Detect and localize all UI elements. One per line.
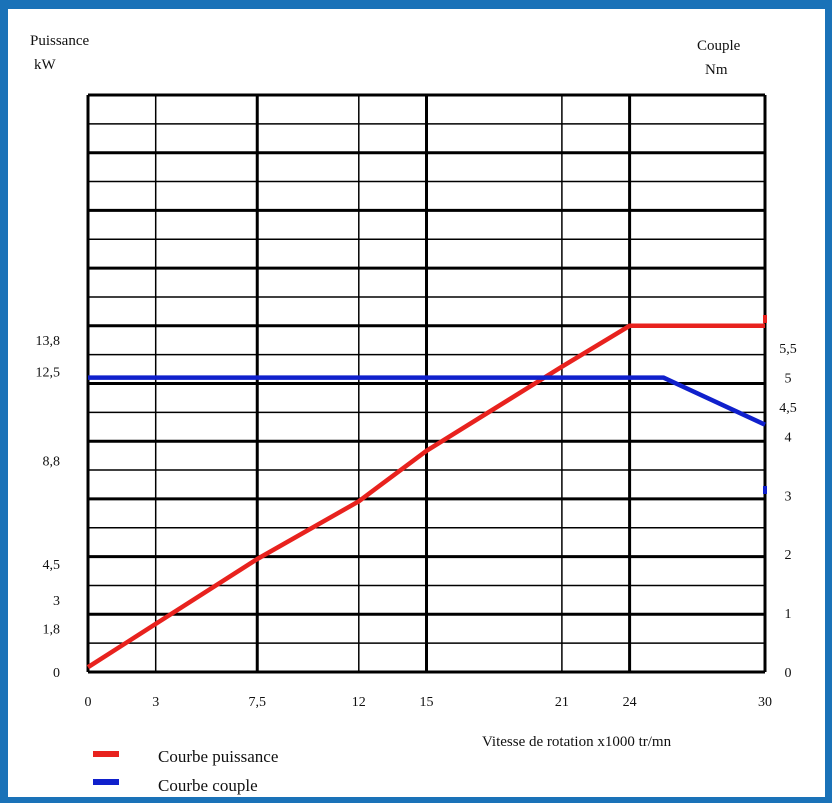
y-right-tick-label: 3 bbox=[785, 489, 792, 504]
y-left-tick-label: 12,5 bbox=[36, 365, 61, 380]
x-tick-label: 0 bbox=[85, 695, 92, 710]
series-line-couple bbox=[88, 375, 766, 427]
y-right-tick-label: 5 bbox=[785, 372, 792, 387]
right-edge-mark-red bbox=[763, 315, 767, 323]
y-left-tick-label: 4,5 bbox=[43, 558, 61, 573]
y-left-label-line2: kW bbox=[34, 57, 57, 73]
y-left-tick-label: 1,8 bbox=[43, 623, 61, 638]
legend-label-couple: Courbe couple bbox=[158, 776, 258, 795]
y-right-tick-label: 4 bbox=[785, 430, 792, 445]
grid bbox=[86, 93, 767, 674]
series-layer bbox=[86, 315, 767, 670]
tick-labels: 0 3 7,5 12 15 21 24 3001,834,58,812,513,8012344… bbox=[36, 334, 797, 710]
x-tick-label: 24 bbox=[623, 695, 637, 710]
x-tick-label: 21 bbox=[555, 695, 569, 710]
y-left-tick-label: 8,8 bbox=[43, 454, 61, 469]
legend: Courbe puissance Courbe couple bbox=[93, 747, 278, 795]
y-right-label-line1: Couple bbox=[697, 38, 741, 54]
y-left-label-line1: Puissance bbox=[30, 33, 90, 49]
y-right-tick-label: 4,5 bbox=[779, 401, 797, 416]
y-right-tick-label: 5,5 bbox=[779, 342, 797, 357]
y-left-tick-label: 0 bbox=[53, 666, 60, 681]
y-right-tick-label: 1 bbox=[785, 607, 792, 622]
legend-swatch-puissance bbox=[93, 751, 119, 757]
x-tick-label: 3 bbox=[152, 695, 159, 710]
chart-canvas: 0 3 7,5 12 15 21 24 3001,834,58,812,513,8012344… bbox=[30, 33, 797, 795]
legend-swatch-couple bbox=[93, 779, 119, 785]
x-tick-label: 15 bbox=[420, 695, 434, 710]
x-axis-label: Vitesse de rotation x1000 tr/mn bbox=[482, 734, 672, 750]
y-right-tick-label: 0 bbox=[785, 666, 792, 681]
x-tick-label: 7,5 bbox=[249, 695, 267, 710]
y-left-tick-label: 13,8 bbox=[36, 334, 61, 349]
chart-frame: 0 3 7,5 12 15 21 24 30 0 1,8 3 4,5 8,8 12,5 13,8 0 1 2 3 4 4… bbox=[8, 9, 825, 797]
legend-label-puissance: Courbe puissance bbox=[158, 747, 278, 766]
y-left-tick-label: 3 bbox=[53, 594, 60, 609]
x-tick-label: 12 bbox=[352, 695, 366, 710]
y-right-tick-label: 2 bbox=[785, 548, 792, 563]
right-edge-mark-blue bbox=[763, 486, 767, 494]
x-tick-label: 30 bbox=[758, 695, 772, 710]
series-line-puissance bbox=[86, 323, 765, 670]
y-right-label-line2: Nm bbox=[705, 62, 728, 78]
